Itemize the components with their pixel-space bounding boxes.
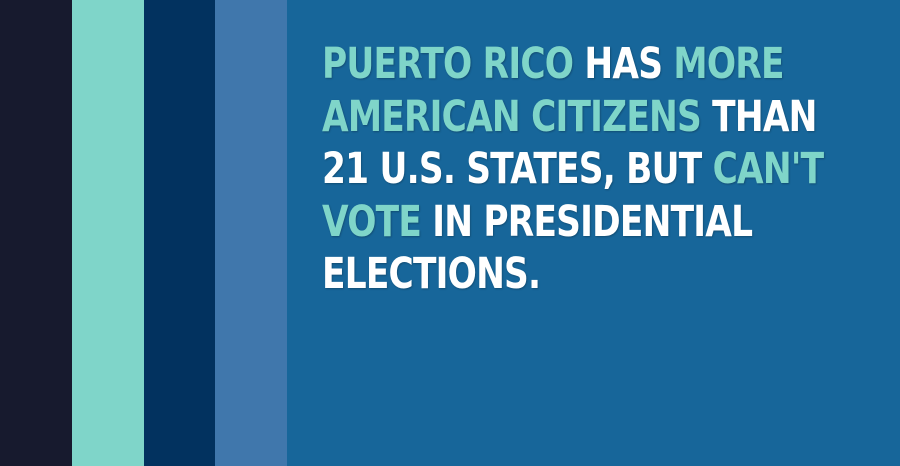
fact-segment: AMERICAN CITIZENS (322, 92, 701, 142)
fact-line-4: VOTE IN PRESIDENTIAL (322, 196, 770, 249)
fact-segment: MORE (673, 39, 783, 89)
fact-line-1: PUERTO RICO HAS MORE (322, 38, 770, 91)
fact-line-3: 21 U.S. STATES, BUT CAN'T (322, 143, 770, 196)
fact-line-2: AMERICAN CITIZENS THAN (322, 91, 770, 144)
stripe-dark-navy (0, 0, 72, 466)
stripe-mint (72, 0, 144, 466)
stripe-deep-blue (144, 0, 215, 466)
fact-segment: PUERTO RICO (322, 39, 573, 89)
fact-segment: 21 U.S. STATES, BUT (322, 144, 713, 194)
fact-text: PUERTO RICO HAS MORE AMERICAN CITIZENS T… (322, 38, 770, 301)
fact-segment: IN PRESIDENTIAL (421, 197, 752, 247)
fact-segment: VOTE (322, 197, 421, 247)
fact-segment: HAS (573, 39, 673, 89)
fact-line-5: ELECTIONS. (322, 248, 770, 301)
fact-segment: ELECTIONS. (322, 249, 540, 299)
fact-segment: THAN (701, 92, 817, 142)
stripe-steel-blue (215, 0, 287, 466)
fact-segment: CAN'T (713, 144, 824, 194)
